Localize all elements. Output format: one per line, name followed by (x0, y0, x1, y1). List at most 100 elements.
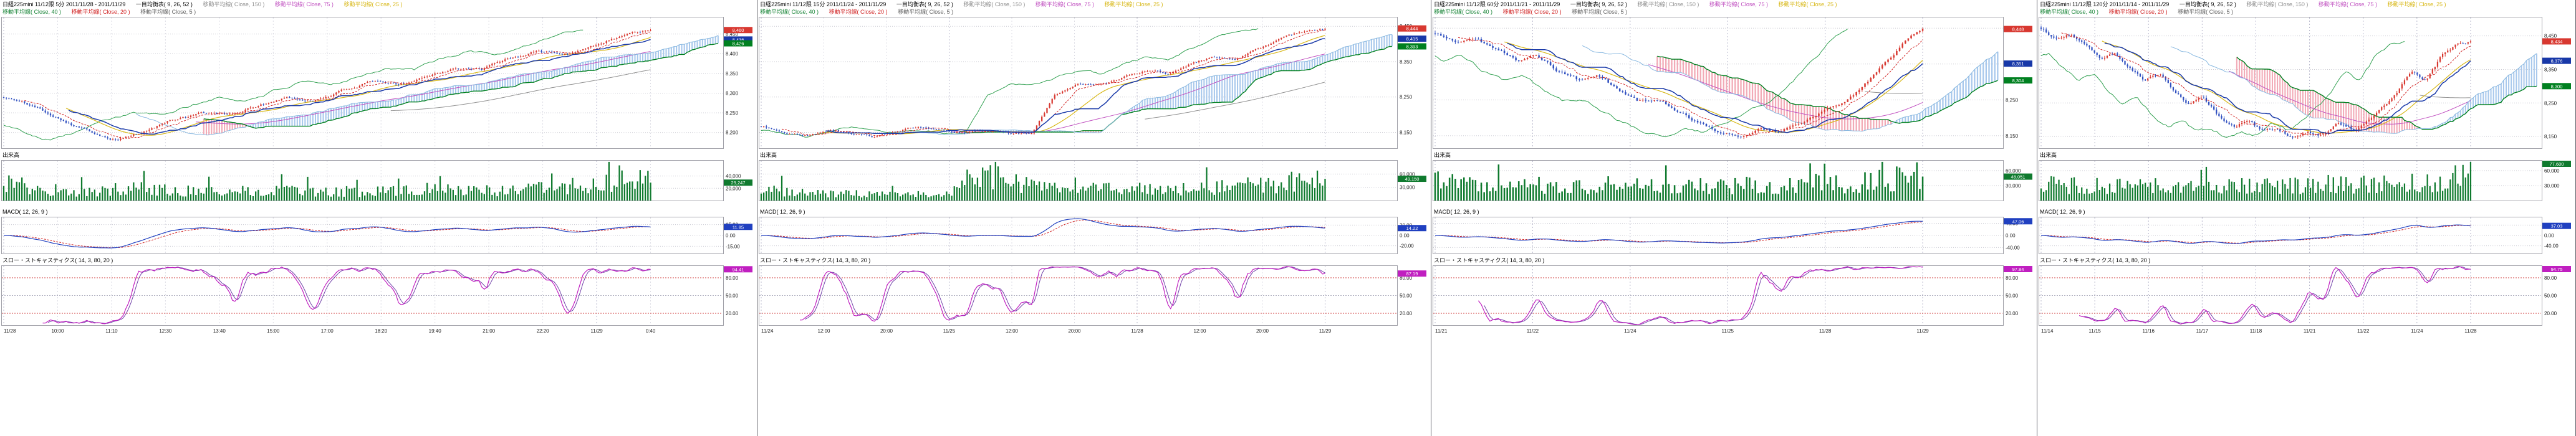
y-axis-label: 50.00 (2544, 293, 2557, 299)
legend-ichimoku[interactable]: 一目均衡表( 9, 26, 52 ) (2179, 1, 2236, 7)
legend-ma40[interactable]: 移動平均線( Close, 40 ) (2040, 9, 2099, 15)
legend-ichimoku[interactable]: 一目均衡表( 9, 26, 52 ) (896, 1, 953, 7)
svg-text:47.06: 47.06 (2012, 219, 2024, 224)
legend-ichimoku[interactable]: 一目均衡表( 9, 26, 52 ) (1570, 1, 1627, 7)
svg-text:8,448: 8,448 (2012, 27, 2024, 32)
macd-value-badge (2542, 222, 2571, 229)
legend-ma75[interactable]: 移動平均線( Close, 75 ) (274, 1, 334, 7)
last-price-badge (724, 27, 752, 34)
stoch-chart[interactable]: 80.00 50.00 20.00 87.19 (759, 265, 1430, 326)
x-axis-label: 11/15 (2088, 328, 2101, 334)
legend-ma25[interactable]: 移動平均線( Close, 25 ) (2387, 1, 2446, 7)
price-chart[interactable]: 8,450 8,400 8,350 8,300 8,250 8,200 8,460 8,436… (1, 17, 756, 149)
legend-ma40[interactable]: 移動平均線( Close, 40 ) (1434, 9, 1493, 15)
legend-ma20[interactable]: 移動平均線( Close, 20 ) (71, 9, 130, 15)
legend-ma25[interactable]: 移動平均線( Close, 25 ) (1104, 1, 1163, 7)
legend-ma5[interactable]: 移動平均線( Close, 5 ) (1572, 9, 1628, 15)
legend-ma25[interactable]: 移動平均線( Close, 25 ) (344, 1, 403, 7)
stoch-value-badge (2004, 266, 2032, 272)
legend-ma5[interactable]: 移動平均線( Close, 5 ) (140, 9, 196, 15)
legend-ichimoku[interactable]: 一目均衡表( 9, 26, 52 ) (135, 1, 193, 7)
y-axis-label: 0.00 (2544, 233, 2554, 239)
svg-text:8,415: 8,415 (1406, 36, 1418, 42)
stoch-chart[interactable]: 80.00 50.00 20.00 94.41 (1, 265, 756, 326)
volume-section-label: 出来高 (2040, 152, 2057, 158)
cloud-value-badge (1398, 43, 1426, 50)
legend-ma40[interactable]: 移動平均線( Close, 40 ) (760, 9, 819, 15)
svg-text:94.75: 94.75 (2551, 267, 2563, 272)
y-axis-label: -20.00 (1400, 244, 1414, 249)
stoch-chart[interactable]: 80.00 50.00 20.00 94.75 (2039, 265, 2574, 326)
chart-panel: 日経225mini 11/12限 120分 2011/11/14 - 2011/… (2037, 0, 2576, 436)
x-axis-label: 13:40 (213, 328, 226, 334)
svg-text:29,247: 29,247 (731, 180, 746, 186)
legend-ma150[interactable]: 移動平均線( Close, 150 ) (1637, 1, 1699, 7)
stoch-section-label: スロー・ストキャスティクス( 14, 3, 80, 20 ) (2, 257, 113, 263)
y-axis-label: 20.00 (2006, 311, 2019, 316)
x-axis-label: 11/25 (943, 328, 956, 334)
volume-chart[interactable]: 40,000 20,000 29,247 (1, 160, 756, 201)
x-axis-label: 12:30 (159, 328, 172, 334)
y-axis-label: -40.00 (2544, 244, 2559, 249)
volume-chart[interactable]: 60,000 30,000 77,600 (2039, 160, 2574, 201)
x-axis-label: 11/18 (2249, 328, 2262, 334)
y-axis-label: 30,000 (2006, 183, 2021, 189)
price-chart[interactable]: 8,450 8,350 8,250 8,150 8,434 8,376 8,300 (2039, 17, 2574, 149)
legend-ma5[interactable]: 移動平均線( Close, 5 ) (2178, 9, 2234, 15)
y-axis-label: 80.00 (2544, 275, 2557, 281)
legend-ma150[interactable]: 移動平均線( Close, 150 ) (203, 1, 265, 7)
legend-ma75[interactable]: 移動平均線( Close, 75 ) (1709, 1, 1768, 7)
volume-chart[interactable]: 60,000 30,000 48,051 (1433, 160, 2035, 201)
x-axis-label: 11/29 (1916, 328, 1929, 334)
x-axis-label: 11/29 (590, 328, 603, 334)
y-axis-label: 8,250 (2006, 97, 2019, 103)
y-axis-label: -15.00 (726, 244, 740, 249)
stoch-value-badge (2542, 266, 2571, 272)
x-axis-label: 11/28 (1819, 328, 1832, 334)
svg-text:14.22: 14.22 (1406, 225, 1418, 231)
x-axis-label: 11/29 (1319, 328, 1332, 334)
macd-value-badge (2004, 218, 2032, 225)
legend-ma5[interactable]: 移動平均線( Close, 5 ) (898, 9, 954, 15)
y-axis-label: 60,000 (2544, 168, 2560, 174)
y-axis-label: 60,000 (1400, 171, 1415, 177)
macd-section-label: MACD( 12, 26, 9 ) (760, 209, 805, 215)
legend-ma75[interactable]: 移動平均線( Close, 75 ) (1035, 1, 1094, 7)
y-axis-label: 30,000 (1400, 185, 1415, 191)
legend-ma25[interactable]: 移動平均線( Close, 25 ) (1778, 1, 1837, 7)
y-axis-label: 30,000 (2544, 183, 2560, 189)
legend-ma150[interactable]: 移動平均線( Close, 150 ) (2246, 1, 2309, 7)
y-axis-label: 50.00 (2006, 293, 2019, 299)
legend-ma20[interactable]: 移動平均線( Close, 20 ) (1502, 9, 1562, 15)
x-axis-label: 15:00 (267, 328, 280, 334)
legend-ma150[interactable]: 移動平均線( Close, 150 ) (963, 1, 1026, 7)
x-axis-label: 12:00 (1193, 328, 1206, 334)
x-axis: 11/28 10:00 11:10 12:30 13:40 15:00 17:00 18:20… (1, 328, 756, 336)
x-axis-label: 12:00 (1005, 328, 1018, 334)
stoch-chart[interactable]: 80.00 50.00 20.00 97.84 (1433, 265, 2035, 326)
x-axis-label: 11/21 (1435, 328, 1448, 334)
legend-ma40[interactable]: 移動平均線( Close, 40 ) (2, 9, 62, 15)
y-axis-label: 8,200 (726, 130, 739, 136)
svg-text:8,426: 8,426 (733, 41, 744, 47)
y-axis-label: 8,350 (1400, 59, 1413, 65)
y-axis-label: 60,000 (2006, 168, 2021, 174)
x-axis-label: 11/24 (761, 328, 774, 334)
legend-ma20[interactable]: 移動平均線( Close, 20 ) (2108, 9, 2168, 15)
y-axis-label: 8,350 (2544, 67, 2557, 72)
macd-section-label: MACD( 12, 26, 9 ) (2, 209, 48, 215)
volume-chart[interactable]: 60,000 30,000 49,150 (759, 160, 1430, 201)
svg-text:87.19: 87.19 (1406, 271, 1418, 277)
svg-text:94.41: 94.41 (733, 267, 744, 272)
svg-text:97.84: 97.84 (2012, 267, 2024, 272)
legend-ma20[interactable]: 移動平均線( Close, 20 ) (829, 9, 888, 15)
y-axis-label: 80.00 (726, 275, 739, 281)
legend-ma75[interactable]: 移動平均線( Close, 75 ) (2318, 1, 2377, 7)
